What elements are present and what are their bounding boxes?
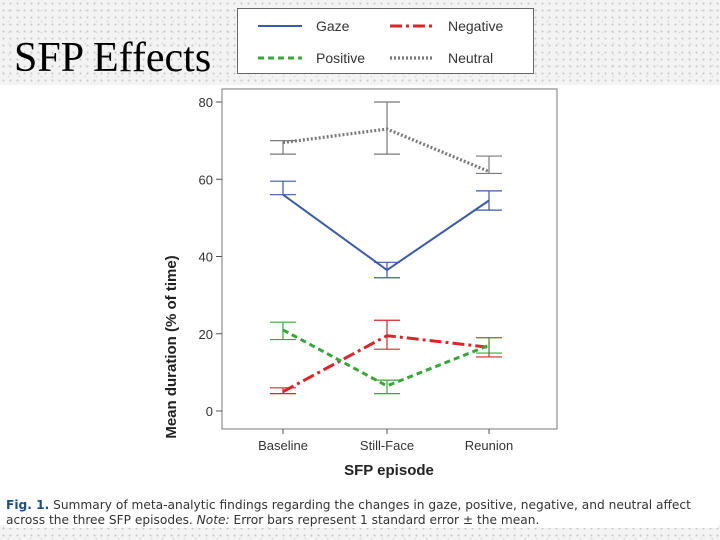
y-tick-label: 40 xyxy=(199,250,213,265)
series-line-positive xyxy=(282,328,490,388)
legend-graphic: Gaze Negative Positive Neutral xyxy=(258,18,503,66)
svg-text:Negative: Negative xyxy=(448,18,503,34)
legend-item-gaze: Gaze xyxy=(258,18,350,34)
caption-label: Fig. 1. xyxy=(6,498,50,512)
caption-note-text: Error bars represent 1 standard error ± … xyxy=(233,513,540,527)
x-tick-label: Baseline xyxy=(258,438,308,453)
figure-caption: Fig. 1. Summary of meta-analytic finding… xyxy=(6,498,718,528)
error-bar-neutral xyxy=(476,155,502,175)
svg-text:Gaze: Gaze xyxy=(316,18,350,34)
svg-text:Neutral: Neutral xyxy=(448,50,493,66)
caption-note-label: Note: xyxy=(196,513,230,527)
svg-text:Positive: Positive xyxy=(316,50,365,66)
figure-panel: 0 20 40 60 80 Baseline Still-Face Reunion Mean … xyxy=(0,85,720,525)
plot-area xyxy=(221,88,558,430)
error-bar-positive xyxy=(374,379,400,395)
page-title: SFP Effects xyxy=(14,35,212,81)
series-line-gaze xyxy=(282,193,490,272)
x-tick-label: Reunion xyxy=(465,438,513,453)
caption-text: Summary of meta-analytic findings regard… xyxy=(6,498,691,527)
error-bar-gaze xyxy=(476,190,502,211)
series-line-neutral xyxy=(282,127,490,174)
y-tick-label: 60 xyxy=(199,172,213,187)
legend-item-neutral: Neutral xyxy=(390,50,493,66)
legend-item-negative: Negative xyxy=(390,18,503,34)
y-tick-label: 20 xyxy=(199,327,213,342)
error-bar-positive xyxy=(476,337,502,354)
series-line-negative xyxy=(282,334,490,394)
y-tick-label: 80 xyxy=(199,95,213,110)
legend-item-positive: Positive xyxy=(258,50,365,66)
line-chart: 0 20 40 60 80 Baseline Still-Face Reunion Mean … xyxy=(163,88,558,479)
x-tick-label: Still-Face xyxy=(360,438,414,453)
y-axis-label: Mean duration (% of time) xyxy=(163,255,180,438)
y-tick-label: 0 xyxy=(206,404,213,419)
chart-legend: Gaze Negative Positive Neutral xyxy=(237,8,534,74)
x-axis-label: SFP episode xyxy=(344,462,434,479)
